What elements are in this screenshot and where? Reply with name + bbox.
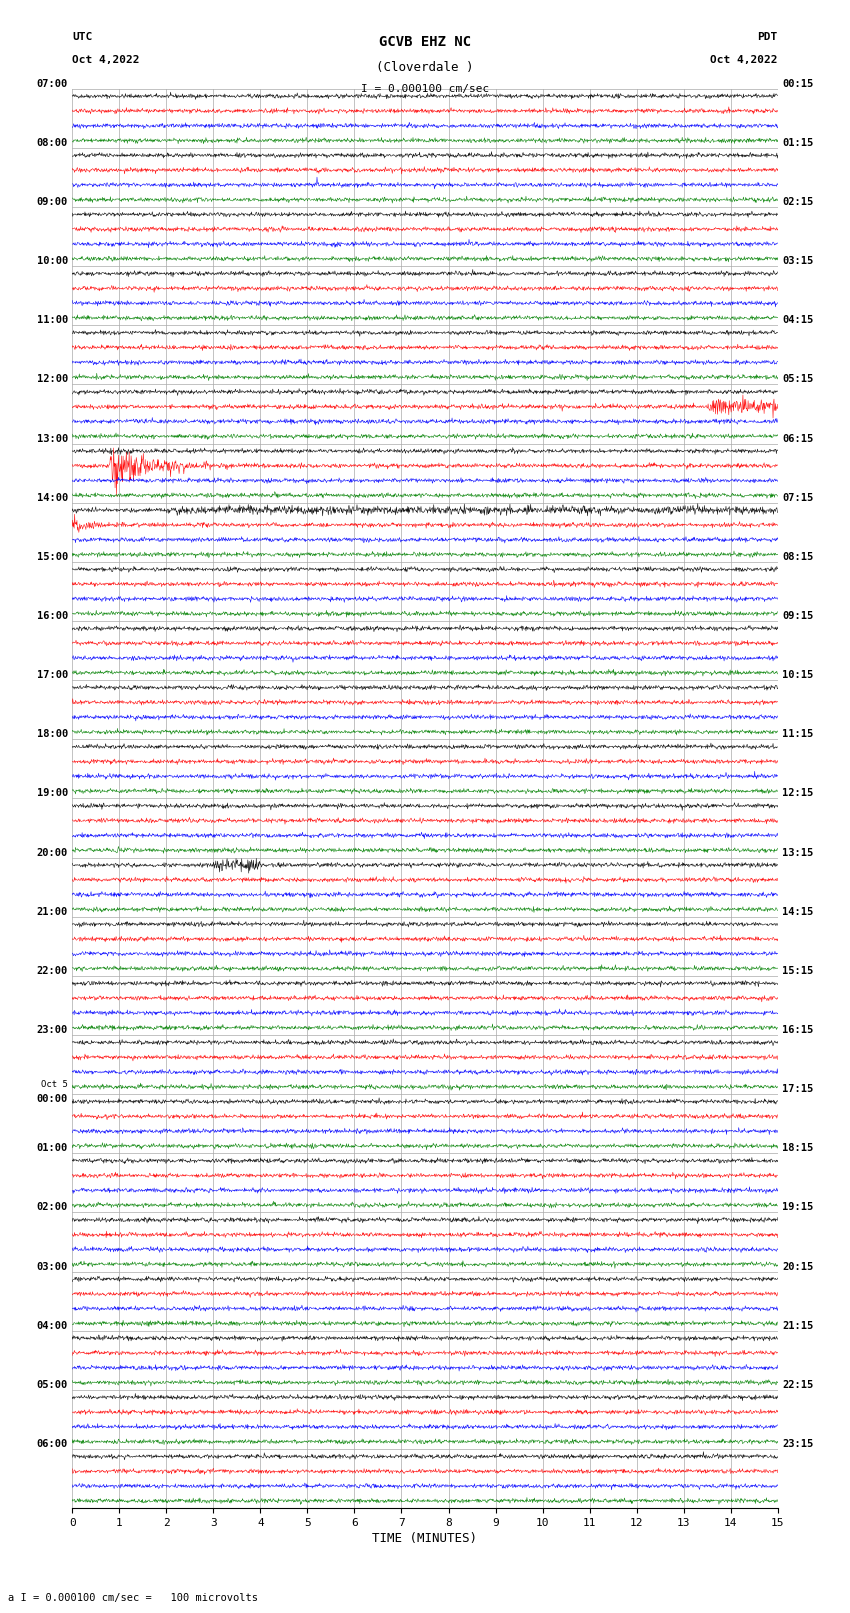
Text: 10:15: 10:15 [782, 669, 813, 681]
Text: 03:00: 03:00 [37, 1261, 68, 1271]
Text: 00:15: 00:15 [782, 79, 813, 89]
Text: 05:00: 05:00 [37, 1379, 68, 1390]
Text: Oct 4,2022: Oct 4,2022 [711, 55, 778, 65]
Text: 01:15: 01:15 [782, 137, 813, 148]
Text: 16:15: 16:15 [782, 1024, 813, 1036]
Text: GCVB EHZ NC: GCVB EHZ NC [379, 35, 471, 50]
Text: 07:15: 07:15 [782, 492, 813, 503]
Text: 17:00: 17:00 [37, 669, 68, 681]
Text: 12:00: 12:00 [37, 374, 68, 384]
Text: 13:15: 13:15 [782, 847, 813, 858]
Text: 23:15: 23:15 [782, 1439, 813, 1448]
Text: a I = 0.000100 cm/sec =   100 microvolts: a I = 0.000100 cm/sec = 100 microvolts [8, 1594, 258, 1603]
Text: 16:00: 16:00 [37, 611, 68, 621]
X-axis label: TIME (MINUTES): TIME (MINUTES) [372, 1532, 478, 1545]
Text: 13:00: 13:00 [37, 434, 68, 444]
Text: 02:00: 02:00 [37, 1202, 68, 1213]
Text: 09:15: 09:15 [782, 611, 813, 621]
Text: 05:15: 05:15 [782, 374, 813, 384]
Text: 09:00: 09:00 [37, 197, 68, 206]
Text: 04:15: 04:15 [782, 315, 813, 326]
Text: 23:00: 23:00 [37, 1024, 68, 1036]
Text: 03:15: 03:15 [782, 256, 813, 266]
Text: 19:00: 19:00 [37, 789, 68, 798]
Text: 11:15: 11:15 [782, 729, 813, 739]
Text: 18:15: 18:15 [782, 1144, 813, 1153]
Text: 02:15: 02:15 [782, 197, 813, 206]
Text: 04:00: 04:00 [37, 1321, 68, 1331]
Text: 17:15: 17:15 [782, 1084, 813, 1094]
Text: 06:15: 06:15 [782, 434, 813, 444]
Text: 11:00: 11:00 [37, 315, 68, 326]
Text: 01:00: 01:00 [37, 1144, 68, 1153]
Text: 08:00: 08:00 [37, 137, 68, 148]
Text: 08:15: 08:15 [782, 552, 813, 561]
Text: 22:15: 22:15 [782, 1379, 813, 1390]
Text: PDT: PDT [757, 32, 778, 42]
Text: (Cloverdale ): (Cloverdale ) [377, 61, 473, 74]
Text: I = 0.000100 cm/sec: I = 0.000100 cm/sec [361, 84, 489, 94]
Text: 00:00: 00:00 [37, 1094, 68, 1103]
Text: 15:00: 15:00 [37, 552, 68, 561]
Text: 21:15: 21:15 [782, 1321, 813, 1331]
Text: 21:00: 21:00 [37, 907, 68, 916]
Text: 18:00: 18:00 [37, 729, 68, 739]
Text: 12:15: 12:15 [782, 789, 813, 798]
Text: 14:15: 14:15 [782, 907, 813, 916]
Text: 22:00: 22:00 [37, 966, 68, 976]
Text: 06:00: 06:00 [37, 1439, 68, 1448]
Text: 20:00: 20:00 [37, 847, 68, 858]
Text: 15:15: 15:15 [782, 966, 813, 976]
Text: 07:00: 07:00 [37, 79, 68, 89]
Text: 20:15: 20:15 [782, 1261, 813, 1271]
Text: 10:00: 10:00 [37, 256, 68, 266]
Text: Oct 5: Oct 5 [41, 1081, 68, 1089]
Text: Oct 4,2022: Oct 4,2022 [72, 55, 139, 65]
Text: UTC: UTC [72, 32, 93, 42]
Text: 14:00: 14:00 [37, 492, 68, 503]
Text: 19:15: 19:15 [782, 1202, 813, 1213]
